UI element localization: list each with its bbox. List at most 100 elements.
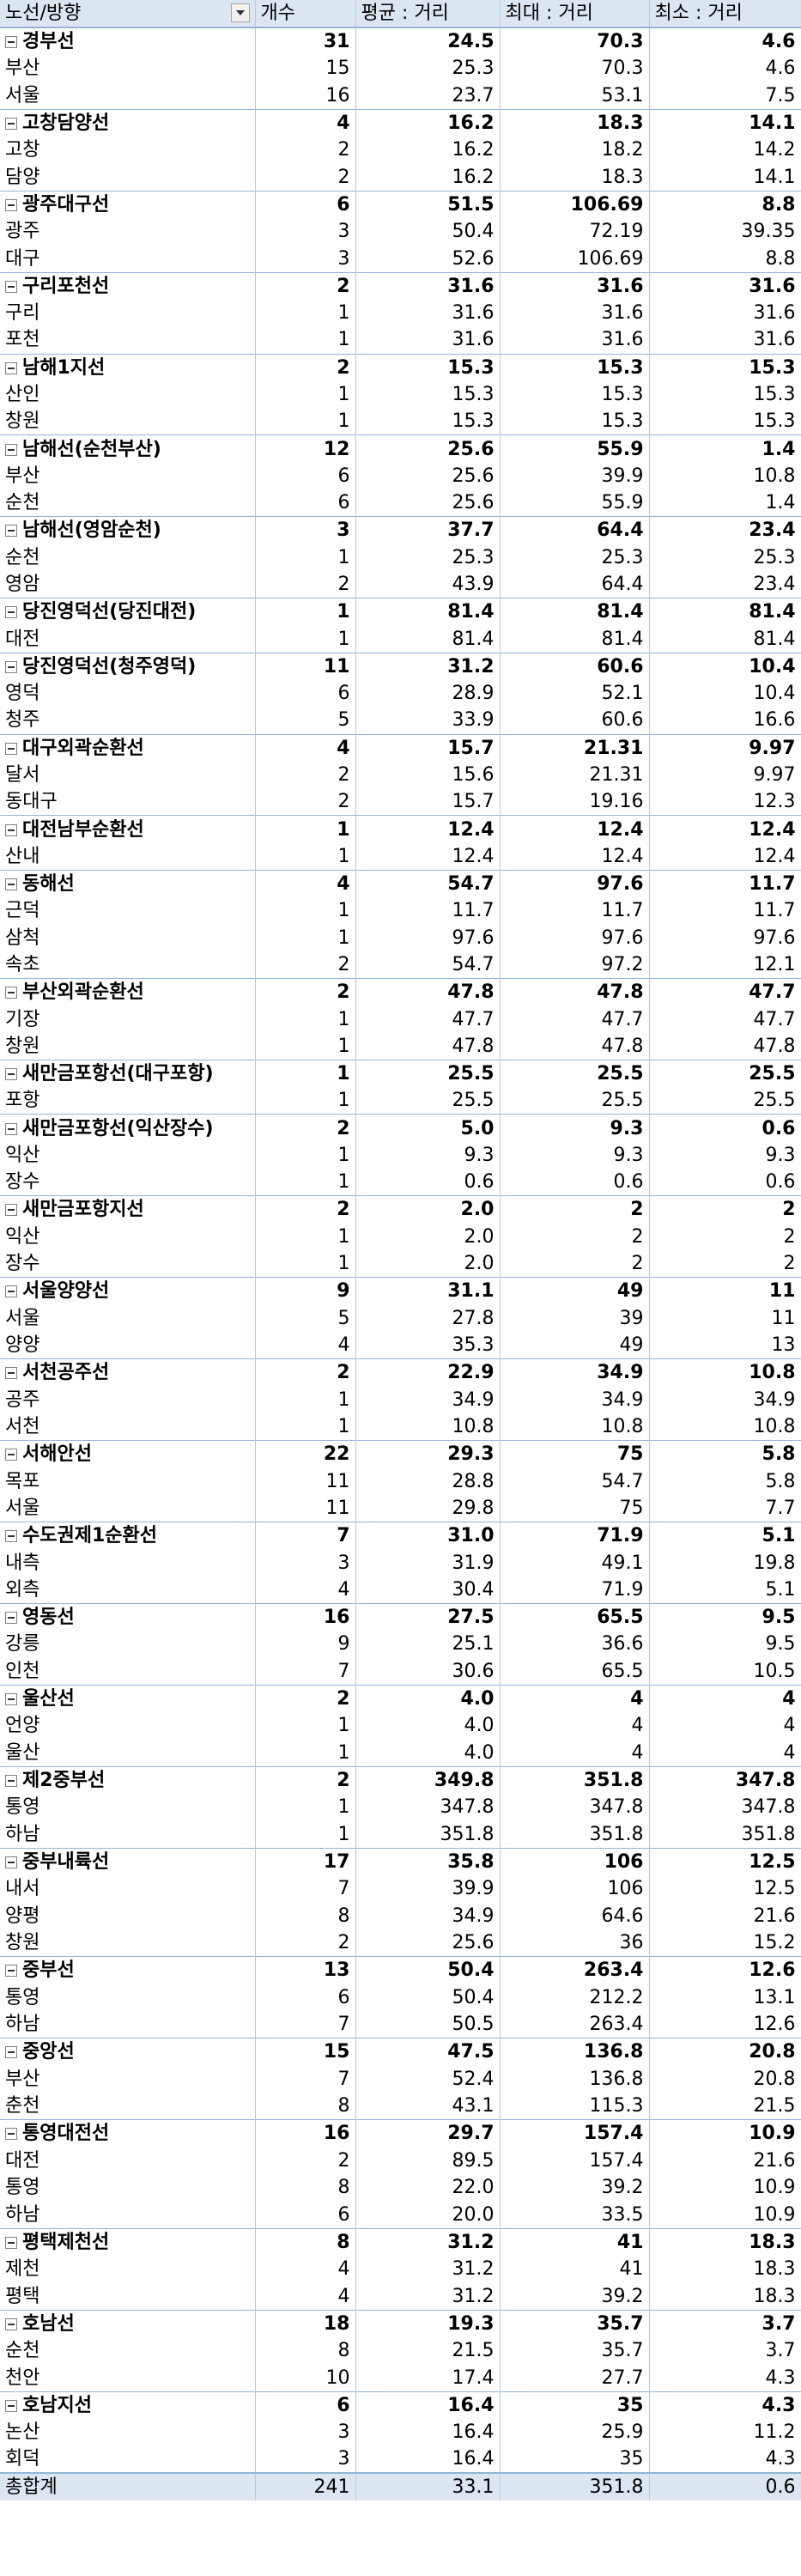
route-count: 2 (255, 1114, 356, 1142)
collapse-toggle-icon[interactable] (5, 1965, 17, 1978)
route-avg: 31.1 (355, 1277, 501, 1305)
direction-row: 기장 1 47.7 47.7 47.7 (0, 1005, 801, 1034)
collapse-toggle-icon[interactable] (5, 443, 17, 456)
route-count: 13 (255, 1956, 356, 1984)
direction-min: 3.7 (649, 2336, 801, 2365)
direction-row: 양양 4 35.3 49 13 (0, 1332, 801, 1359)
direction-avg: 89.5 (355, 2147, 501, 2174)
direction-count: 6 (255, 462, 356, 490)
header-route-direction[interactable]: 노선/방향 (0, 0, 256, 28)
direction-max: 52.1 (500, 679, 650, 708)
collapse-toggle-icon[interactable] (5, 1285, 17, 1298)
collapse-toggle-icon[interactable] (5, 878, 17, 890)
route-count: 17 (255, 1847, 356, 1875)
direction-max: 36 (500, 1929, 650, 1957)
collapse-toggle-icon[interactable] (5, 1530, 17, 1543)
route-count: 1 (255, 1060, 356, 1088)
direction-count: 2 (255, 788, 356, 816)
collapse-toggle-icon[interactable] (5, 1612, 17, 1625)
collapse-toggle-icon[interactable] (5, 1122, 17, 1135)
collapse-toggle-icon[interactable] (5, 1068, 17, 1081)
collapse-toggle-icon[interactable] (5, 823, 17, 836)
collapse-toggle-icon[interactable] (5, 525, 17, 538)
direction-count: 6 (255, 2201, 356, 2229)
direction-min: 5.8 (649, 1467, 801, 1495)
direction-max: 10.8 (500, 1413, 650, 1441)
route-avg: 4.0 (355, 1684, 501, 1713)
direction-row: 언양 1 4.0 4 4 (0, 1712, 801, 1740)
direction-count: 1 (255, 1033, 356, 1060)
direction-min: 2 (649, 1250, 801, 1278)
direction-row: 청주 5 33.9 60.6 16.6 (0, 707, 801, 735)
direction-max: 15.3 (500, 380, 650, 409)
direction-max: 25.3 (500, 544, 650, 572)
direction-name: 익산 (0, 1223, 256, 1251)
collapse-toggle-icon[interactable] (5, 2399, 17, 2412)
direction-avg: 16.2 (355, 136, 501, 164)
collapse-toggle-icon[interactable] (5, 742, 17, 755)
collapse-toggle-icon[interactable] (5, 1856, 17, 1868)
direction-name: 강릉 (0, 1631, 256, 1658)
route-name: 남해1지선 (22, 356, 106, 379)
direction-max: 31.6 (500, 299, 650, 327)
collapse-toggle-icon[interactable] (5, 1774, 17, 1787)
collapse-toggle-icon[interactable] (5, 280, 17, 293)
direction-avg: 25.1 (355, 1631, 501, 1658)
direction-avg: 23.7 (355, 82, 501, 110)
direction-avg: 2.0 (355, 1223, 501, 1251)
route-group-row: 새만금포항지선 2 2.0 2 2 (0, 1195, 801, 1224)
direction-avg: 31.2 (355, 2255, 501, 2283)
collapse-toggle-icon[interactable] (5, 1693, 17, 1705)
grand-total-label: 총합계 (0, 2472, 256, 2501)
collapse-toggle-icon[interactable] (5, 2318, 17, 2330)
collapse-toggle-icon[interactable] (5, 1204, 17, 1217)
collapse-toggle-icon[interactable] (5, 1367, 17, 1380)
collapse-toggle-icon[interactable] (5, 117, 17, 130)
direction-name: 하남 (0, 2011, 256, 2038)
route-count: 7 (255, 1522, 356, 1550)
route-max: 351.8 (500, 1765, 650, 1794)
collapse-toggle-icon[interactable] (5, 198, 17, 211)
direction-count: 2 (255, 136, 356, 164)
direction-row: 부산 15 25.3 70.3 4.6 (0, 55, 801, 82)
collapse-toggle-icon[interactable] (5, 1449, 17, 1461)
direction-name: 부산 (0, 462, 256, 490)
direction-max: 18.2 (500, 136, 650, 164)
collapse-toggle-icon[interactable] (5, 2128, 17, 2141)
direction-min: 31.6 (649, 326, 801, 355)
direction-name: 순천 (0, 2336, 256, 2365)
direction-max: 27.7 (500, 2364, 650, 2392)
direction-count: 11 (255, 1494, 356, 1522)
direction-avg: 52.4 (355, 2065, 501, 2093)
route-count: 2 (255, 271, 356, 300)
direction-min: 9.3 (649, 1141, 801, 1170)
direction-min: 13.1 (649, 1984, 801, 2012)
collapse-toggle-icon[interactable] (5, 361, 17, 374)
direction-max: 25.9 (500, 2418, 650, 2446)
route-min: 10.4 (649, 652, 801, 680)
collapse-toggle-icon[interactable] (5, 987, 17, 999)
direction-name: 대전 (0, 2147, 256, 2174)
grand-total-row: 총합계 241 33.1 351.8 0.6 (0, 2472, 801, 2501)
collapse-toggle-icon[interactable] (5, 606, 17, 619)
direction-max: 71.9 (500, 1576, 650, 1604)
route-name: 서해안선 (22, 1443, 92, 1466)
route-avg: 15.3 (355, 353, 501, 381)
route-group-cell: 새만금포항지선 (0, 1195, 256, 1224)
route-max: 70.3 (500, 27, 650, 55)
direction-count: 16 (255, 82, 356, 110)
route-count: 4 (255, 733, 356, 762)
route-max: 41 (500, 2227, 650, 2256)
collapse-toggle-icon[interactable] (5, 660, 17, 673)
collapse-toggle-icon[interactable] (5, 2236, 17, 2249)
filter-dropdown-icon[interactable] (230, 3, 250, 22)
collapse-toggle-icon[interactable] (5, 2046, 17, 2059)
direction-min: 351.8 (649, 1820, 801, 1849)
route-group-cell: 구리포천선 (0, 271, 256, 300)
route-count: 8 (255, 2227, 356, 2256)
collapse-toggle-icon[interactable] (5, 36, 17, 48)
direction-name: 공주 (0, 1386, 256, 1414)
direction-name: 춘천 (0, 2093, 256, 2120)
direction-min: 47.8 (649, 1033, 801, 1060)
direction-row: 논산 3 16.4 25.9 11.2 (0, 2418, 801, 2446)
